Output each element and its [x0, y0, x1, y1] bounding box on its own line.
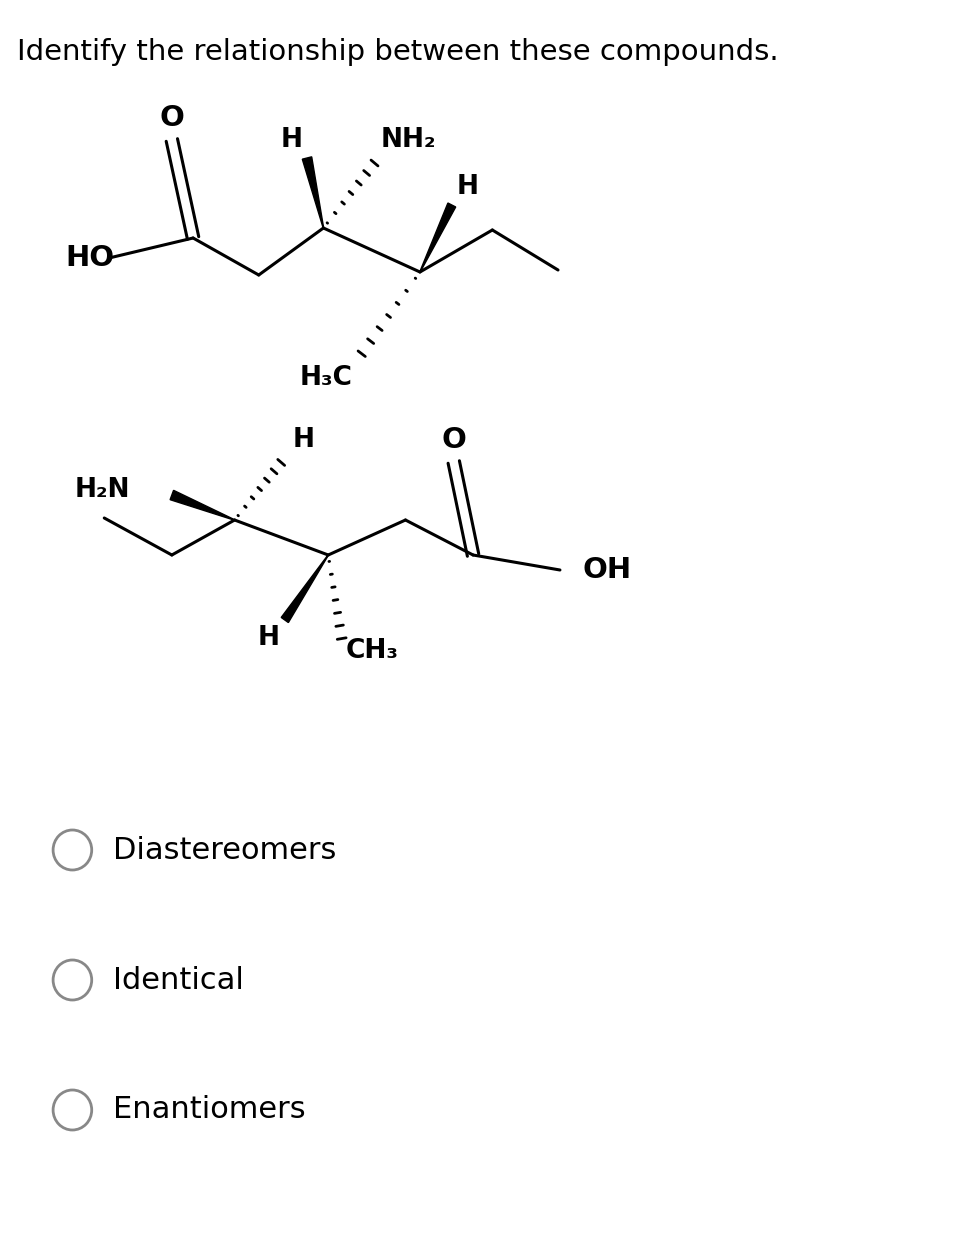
Text: Enantiomers: Enantiomers — [113, 1095, 306, 1125]
Text: Diastereomers: Diastereomers — [113, 836, 336, 864]
Text: CH₃: CH₃ — [346, 638, 399, 664]
Polygon shape — [303, 157, 324, 229]
Polygon shape — [420, 203, 456, 272]
Text: NH₂: NH₂ — [380, 127, 436, 153]
Polygon shape — [282, 555, 329, 623]
Text: H: H — [258, 625, 280, 651]
Text: Identical: Identical — [113, 965, 244, 995]
Text: O: O — [442, 426, 467, 454]
Polygon shape — [171, 491, 235, 520]
Text: OH: OH — [582, 556, 631, 583]
Text: Identify the relationship between these compounds.: Identify the relationship between these … — [17, 38, 779, 66]
Text: H: H — [280, 127, 302, 153]
Text: H₂N: H₂N — [75, 477, 130, 503]
Text: O: O — [159, 104, 184, 132]
Text: HO: HO — [66, 243, 115, 272]
Text: H: H — [457, 174, 479, 200]
Text: H: H — [292, 426, 314, 454]
Text: H₃C: H₃C — [300, 365, 353, 391]
